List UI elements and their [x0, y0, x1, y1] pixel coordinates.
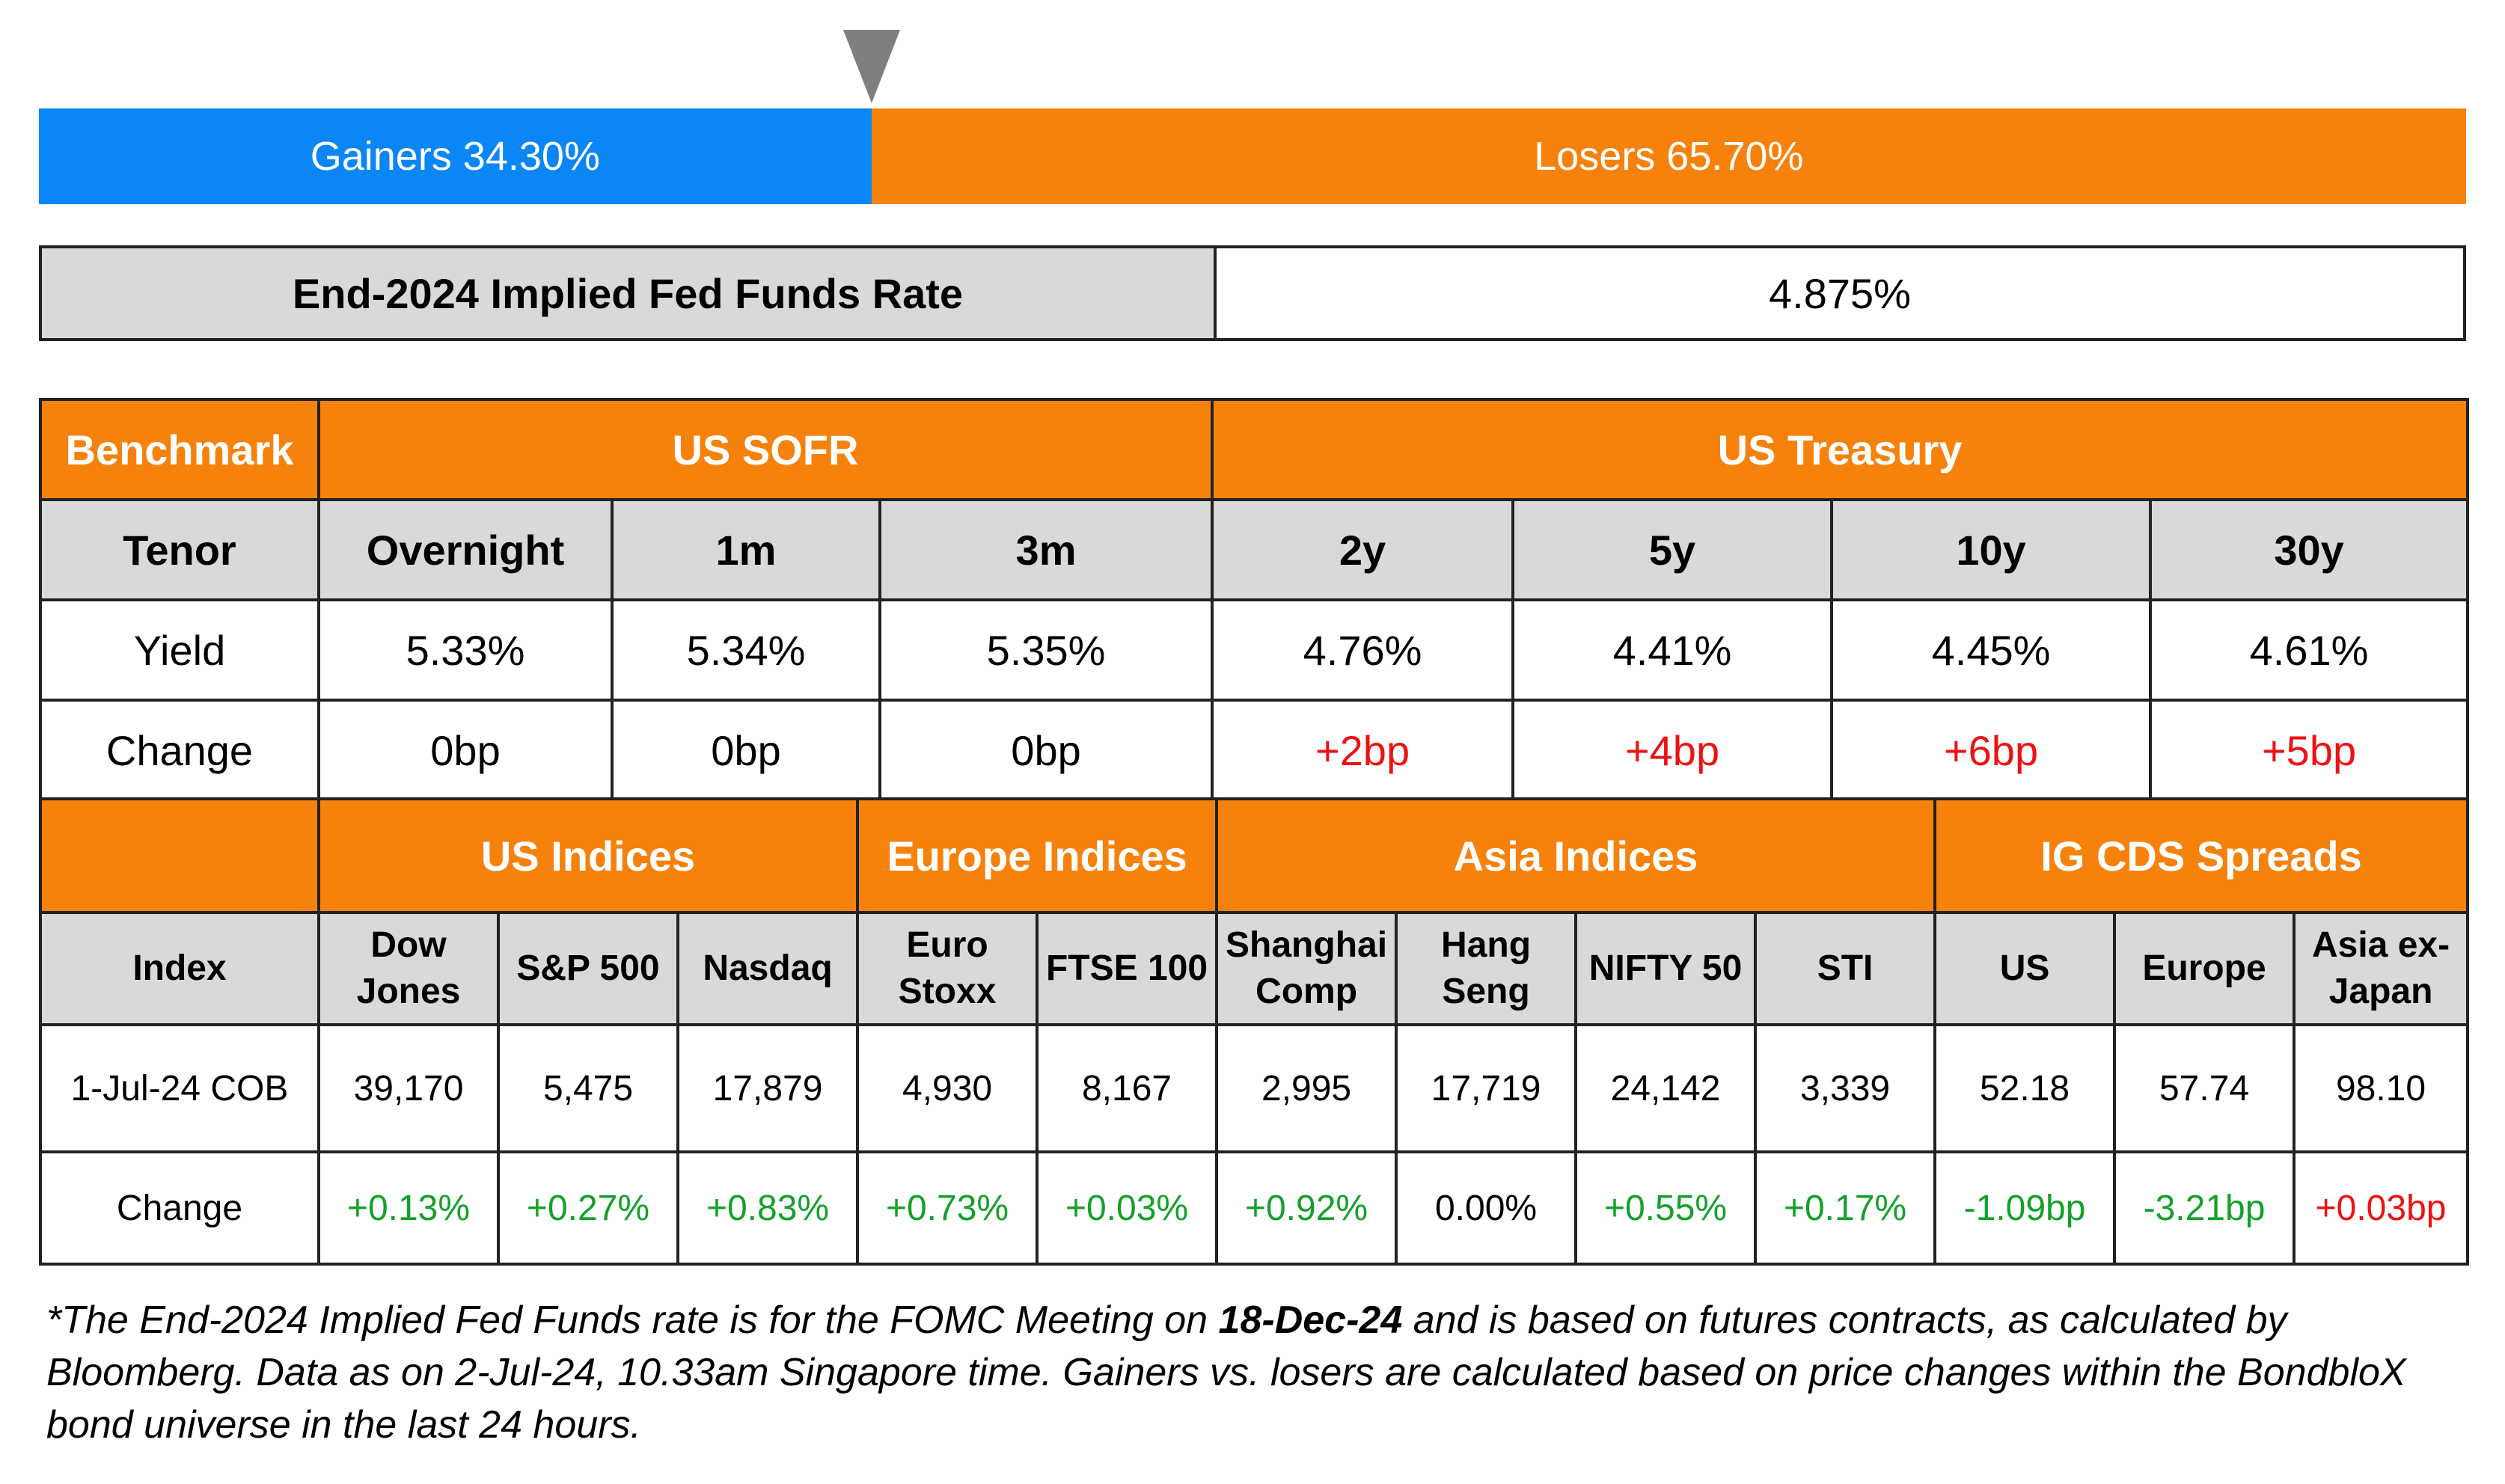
- rate-change-cell: +6bp: [1830, 699, 2153, 802]
- rates-table: Benchmark US SOFR US Treasury Tenor Over…: [39, 398, 2470, 802]
- indices-table: US Indices Europe Indices Asia Indices I…: [39, 797, 2470, 1266]
- yield-cell: 5.35%: [878, 598, 1214, 702]
- asia-indices-header: Asia Indices: [1215, 797, 1937, 914]
- index-change-label: Change: [39, 1150, 320, 1266]
- benchmark-header: Benchmark: [39, 398, 320, 501]
- us-indices-header: US Indices: [316, 797, 860, 914]
- index-change-cell: +0.55%: [1574, 1150, 1758, 1266]
- index-change-cell: -1.09bp: [1933, 1150, 2117, 1266]
- index-name-cell: Dow Jones: [317, 911, 500, 1026]
- index-name-cell: Nasdaq: [676, 911, 860, 1026]
- rate-change-cell: 0bp: [317, 699, 614, 802]
- sofr-header: US SOFR: [316, 398, 1214, 501]
- yield-cell: 4.76%: [1211, 598, 1515, 702]
- fed-funds-label: End-2024 Implied Fed Funds Rate: [42, 248, 1217, 338]
- index-value-cell: 52.18: [1933, 1023, 2117, 1153]
- index-change-cell: +0.73%: [856, 1150, 1039, 1266]
- index-change-cell: +0.03bp: [2293, 1150, 2470, 1266]
- index-change-cell: +0.27%: [497, 1150, 679, 1266]
- yield-cell: 4.61%: [2149, 598, 2470, 702]
- losers-label: Losers 65.70%: [1534, 134, 1804, 179]
- tenor-cell: Overnight: [317, 498, 614, 601]
- yield-cell: 4.45%: [1830, 598, 2153, 702]
- fed-funds-value: 4.875%: [1217, 248, 2463, 338]
- rate-change-cell: +5bp: [2149, 699, 2470, 802]
- rate-change-cell: +4bp: [1511, 699, 1834, 802]
- cds-spreads-header: IG CDS Spreads: [1933, 797, 2470, 914]
- fed-funds-box: End-2024 Implied Fed Funds Rate 4.875%: [39, 245, 2466, 341]
- index-value-cell: 17,879: [676, 1023, 860, 1153]
- index-value-cell: 57.74: [2113, 1023, 2296, 1153]
- footnote-text-2: and is based on futures contracts, as ca…: [46, 1298, 2406, 1447]
- index-name-cell: Asia ex- Japan: [2293, 911, 2470, 1026]
- yield-label: Yield: [39, 598, 320, 702]
- tenor-cell: 10y: [1830, 498, 2153, 601]
- index-value-cell: 24,142: [1574, 1023, 1758, 1153]
- footnote-date: 18-Dec-24: [1218, 1298, 1403, 1342]
- index-value-cell: 39,170: [317, 1023, 500, 1153]
- tenor-cell: 2y: [1211, 498, 1515, 601]
- yield-cell: 5.34%: [611, 598, 881, 702]
- index-change-cell: 0.00%: [1395, 1150, 1578, 1266]
- europe-indices-header: Europe Indices: [856, 797, 1219, 914]
- index-value-cell: 98.10: [2293, 1023, 2470, 1153]
- index-value-cell: 2,995: [1215, 1023, 1398, 1153]
- index-change-cell: +0.17%: [1754, 1150, 1937, 1266]
- losers-segment: Losers 65.70%: [871, 108, 2466, 204]
- index-name-cell: NIFTY 50: [1574, 911, 1758, 1026]
- treasury-header: US Treasury: [1211, 398, 2470, 501]
- index-change-cell: -3.21bp: [2113, 1150, 2296, 1266]
- index-change-cell: +0.92%: [1215, 1150, 1398, 1266]
- index-value-cell: 8,167: [1036, 1023, 1219, 1153]
- index-name-cell: Europe: [2113, 911, 2296, 1026]
- index-name-cell: S&P 500: [497, 911, 679, 1026]
- index-change-cell: +0.03%: [1036, 1150, 1219, 1266]
- change-label: Change: [39, 699, 320, 802]
- rate-change-cell: 0bp: [611, 699, 881, 802]
- footnote-text-1: *The End-2024 Implied Fed Funds rate is …: [46, 1298, 1219, 1342]
- rate-change-cell: +2bp: [1211, 699, 1515, 802]
- rate-change-cell: 0bp: [878, 699, 1214, 802]
- indices-corner-cell: [39, 797, 320, 914]
- index-value-cell: 3,339: [1754, 1023, 1937, 1153]
- breadth-pointer-icon: [842, 30, 900, 103]
- tenor-cell: 30y: [2149, 498, 2470, 601]
- index-name-cell: FTSE 100: [1036, 911, 1219, 1026]
- yield-cell: 5.33%: [317, 598, 614, 702]
- index-value-cell: 17,719: [1395, 1023, 1578, 1153]
- index-label: Index: [39, 911, 320, 1026]
- yield-cell: 4.41%: [1511, 598, 1834, 702]
- index-name-cell: Euro Stoxx: [856, 911, 1039, 1026]
- tenor-cell: 1m: [611, 498, 881, 601]
- tenor-label: Tenor: [39, 498, 320, 601]
- index-name-cell: US: [1933, 911, 2117, 1026]
- index-name-cell: STI: [1754, 911, 1937, 1026]
- gainers-label: Gainers 34.30%: [310, 134, 600, 179]
- tenor-cell: 5y: [1511, 498, 1834, 601]
- tenor-cell: 3m: [878, 498, 1214, 601]
- index-value-cell: 4,930: [856, 1023, 1039, 1153]
- date-label: 1-Jul-24 COB: [39, 1023, 320, 1153]
- gainers-losers-bar: Gainers 34.30% Losers 65.70%: [39, 108, 2466, 204]
- index-change-cell: +0.83%: [676, 1150, 860, 1266]
- index-name-cell: Hang Seng: [1395, 911, 1578, 1026]
- gainers-segment: Gainers 34.30%: [39, 108, 872, 204]
- footnote: *The End-2024 Implied Fed Funds rate is …: [46, 1294, 2463, 1451]
- index-name-cell: Shanghai Comp: [1215, 911, 1398, 1026]
- index-change-cell: +0.13%: [317, 1150, 500, 1266]
- index-value-cell: 5,475: [497, 1023, 679, 1153]
